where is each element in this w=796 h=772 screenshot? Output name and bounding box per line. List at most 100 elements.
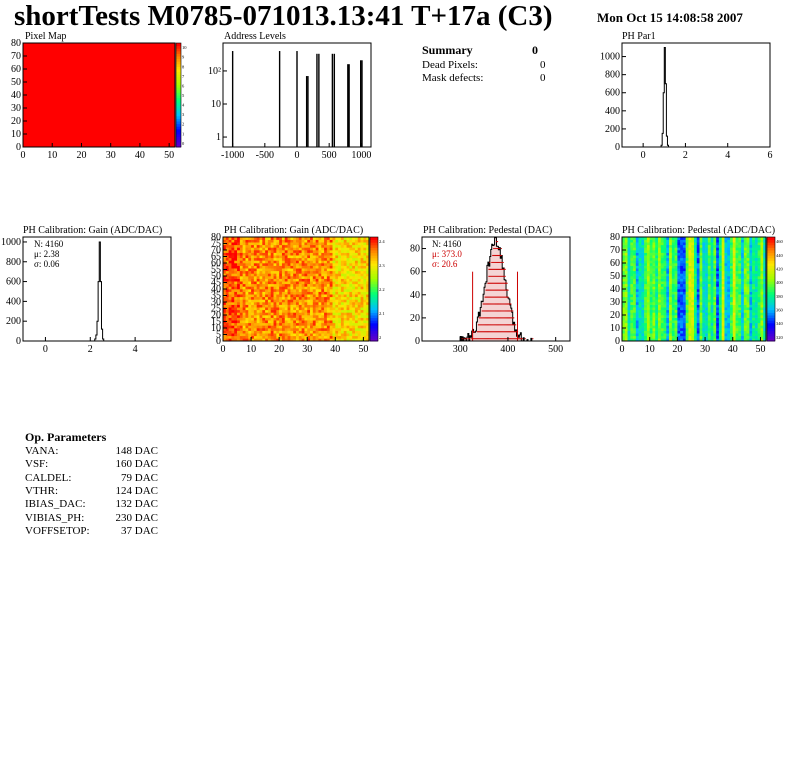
gain_map-cell [312, 260, 316, 264]
gain_map-cell [251, 247, 255, 251]
gain_map-cell [287, 273, 291, 277]
gain_map-cell [256, 286, 260, 290]
gain_map-cell [301, 252, 305, 256]
pedestal_map-cell [754, 304, 758, 308]
pedestal_map-cell [716, 322, 720, 326]
gain_map-cell [270, 335, 274, 339]
gain_map-cell [310, 255, 314, 259]
pedestal_map-cell [696, 250, 700, 253]
gain_map-cell [253, 260, 257, 264]
pedestal_map-cell [635, 281, 639, 285]
gain_map-cell [287, 296, 291, 300]
gain_map-cell [262, 278, 266, 282]
gain_map-cell [270, 252, 274, 256]
pedestal_map-cell [702, 315, 706, 318]
gain_map-cell [363, 260, 367, 264]
gain_map-cell [312, 239, 316, 243]
gain_map-cell [329, 239, 333, 243]
pedestal-hatch [482, 303, 484, 305]
pedestal_map-cell [646, 255, 650, 259]
gain_map-cell [357, 307, 361, 311]
gain_map-cell [357, 242, 361, 246]
pedestal_map-cell [627, 239, 631, 243]
gain_map-cell [239, 268, 243, 272]
pedestal_map-cell [743, 281, 747, 285]
pedestal_map-cell [671, 255, 675, 259]
pedestal_map-cell [724, 255, 728, 259]
gain_map-cell [304, 242, 308, 246]
pedestal_map-cell [738, 255, 742, 259]
pedestal_map-cell [666, 296, 670, 300]
pedestal_map-cell [685, 270, 689, 274]
pedestal_map-cell [677, 255, 681, 259]
gain_map-cell [276, 338, 280, 342]
op-param-name: CALDEL: [25, 471, 72, 484]
pedestal_map-cell [732, 265, 736, 269]
pedestal-hatch [485, 303, 487, 305]
pedestal_map-cell [685, 273, 689, 277]
pedestal-hatch [508, 324, 510, 326]
gain_map-cell [290, 320, 294, 324]
pedestal-hatch [494, 331, 496, 333]
pedestal_map-cell [671, 286, 675, 290]
gain_map-cell [256, 239, 260, 243]
pedestal-hatch [501, 296, 503, 298]
gain_map-cell [296, 247, 300, 251]
gain_map-cell [315, 278, 319, 282]
pedestal_map-cell [649, 322, 653, 326]
pedestal_map-cell [699, 296, 703, 300]
pedestal_map-cell [688, 239, 692, 243]
pedestal_map-ytick-label: 0 [615, 336, 620, 347]
gain_map-cell [321, 242, 325, 246]
pedestal_map-cell [713, 291, 717, 295]
gain_map-cell [335, 250, 339, 253]
gain_map-cell [304, 296, 308, 300]
gain_map-cell [338, 237, 342, 240]
gain_map-cell [360, 315, 364, 318]
pedestal_map-cell [671, 328, 675, 331]
pedestal_map-cell [694, 263, 698, 266]
pedestal_map-cell [732, 255, 736, 259]
gain_map-cell [253, 242, 257, 246]
pedestal_map-cell [738, 312, 742, 316]
gain_map-cell [281, 325, 286, 329]
gain_map-cell [318, 239, 322, 243]
pedestal_map-cell [655, 302, 659, 305]
pedestal_map-cell [666, 242, 670, 246]
ph_par1-ytick-label: 400 [605, 106, 620, 117]
gain_map-cell [256, 309, 260, 313]
pedestal_map-cell [663, 252, 667, 256]
pedestal_map-ytick-label: 30 [610, 297, 620, 308]
pedestal_map-cell [633, 242, 637, 246]
pedestal_map-cell [658, 291, 662, 295]
gain_map-cell [310, 317, 314, 321]
pedestal_map-cell [754, 260, 758, 264]
gain_map-cell [293, 247, 297, 251]
gain_map-cell [223, 278, 227, 282]
gain_map-cell [228, 338, 232, 342]
gain_map-cell [284, 268, 288, 272]
pedestal_map-cell [741, 289, 745, 292]
pedestal_map-cell [721, 338, 725, 342]
gain_map-cell [298, 299, 302, 303]
gain_map-cell [239, 255, 243, 259]
pedestal_map-cell [735, 286, 739, 290]
gain_map-cell [304, 278, 308, 282]
pedestal_map-cell [727, 320, 731, 324]
pedestal_map-cell [635, 333, 639, 337]
gain_map-cell [310, 250, 314, 253]
pedestal_map-cell [713, 307, 717, 311]
pedestal_map-cell [646, 257, 650, 261]
gain_map-cell [349, 250, 353, 253]
pixel_map-palette-cell [176, 92, 181, 96]
gain_map-cell [267, 252, 272, 256]
pedestal_map-cell [738, 322, 742, 326]
gain_map-cell [279, 320, 283, 324]
gain_map-cell [253, 320, 257, 324]
gain_map-palette-cell [370, 273, 378, 277]
pedestal-hatch [504, 324, 506, 326]
pedestal_map-cell [738, 268, 742, 272]
pedestal_map-cell [710, 294, 714, 298]
pedestal_map-cell [699, 283, 703, 287]
pedestal_map-cell [738, 315, 742, 318]
